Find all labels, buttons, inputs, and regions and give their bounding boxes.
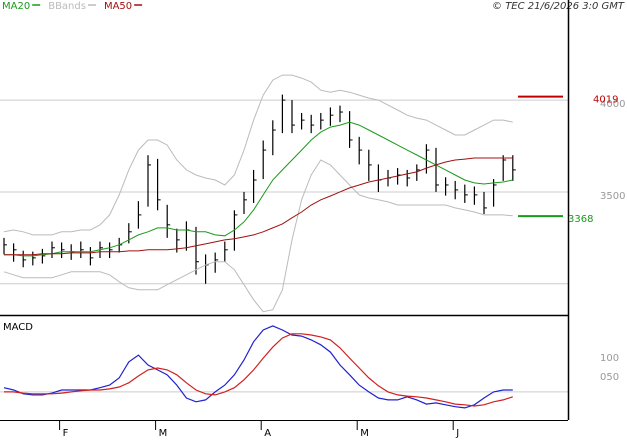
bband-line bbox=[3, 159, 513, 313]
copyright: © TEC 21/6/2026 3:0 GMT bbox=[492, 1, 625, 12]
macd-line bbox=[4, 333, 513, 407]
macd-title: MACD bbox=[3, 322, 33, 333]
ma-line bbox=[4, 157, 513, 256]
ma-line bbox=[4, 121, 513, 257]
x-tick-label: A bbox=[264, 428, 271, 439]
price-marker-label: 3368 bbox=[568, 214, 593, 225]
x-tick-label: M bbox=[360, 428, 369, 439]
x-tick-label: F bbox=[63, 428, 69, 439]
x-tick-label: J bbox=[455, 428, 459, 439]
price-marker-label: 4019 bbox=[593, 95, 618, 106]
y-tick-label: 3500 bbox=[600, 191, 625, 202]
y-tick-label: 4000 bbox=[600, 99, 625, 110]
legend-label: MA50 bbox=[104, 1, 132, 12]
bband-line bbox=[3, 74, 513, 236]
y-tick-label: 100 bbox=[600, 353, 619, 364]
legend-label: BBands bbox=[48, 1, 86, 12]
legend-label: MA20 bbox=[2, 1, 30, 12]
x-tick-label: M bbox=[159, 428, 168, 439]
y-tick-label: 050 bbox=[600, 372, 619, 383]
